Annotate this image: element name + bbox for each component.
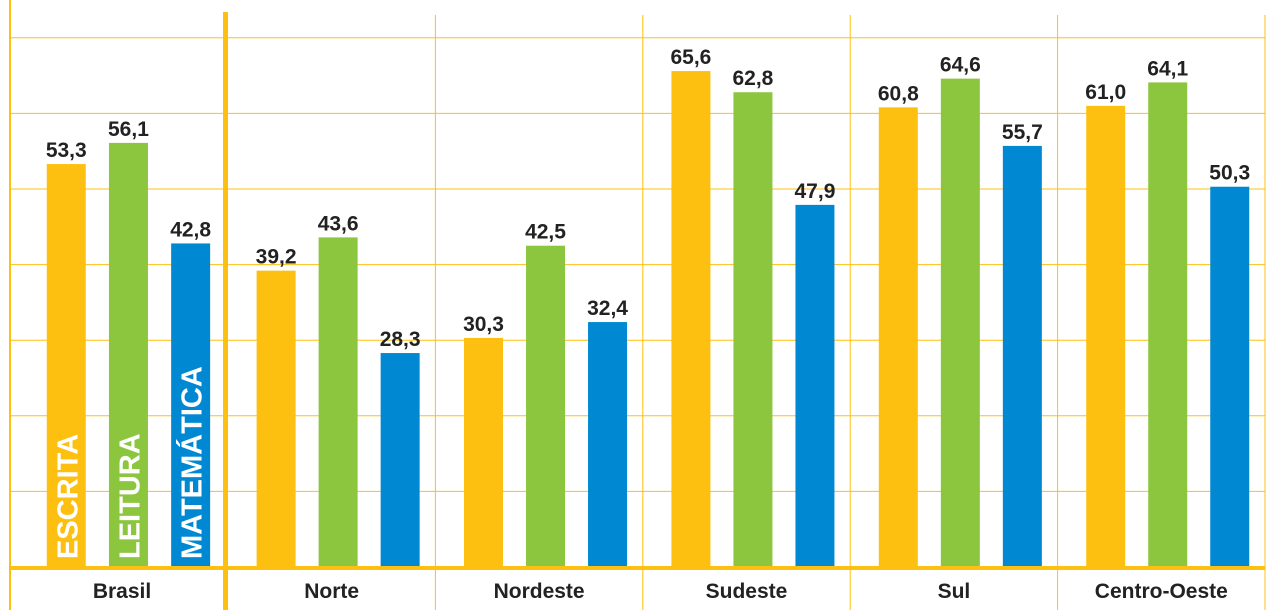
value-label: 42,8 [170, 218, 211, 241]
bar [1002, 145, 1042, 567]
value-label: 39,2 [256, 246, 297, 269]
x-tick-label: Norte [304, 580, 359, 603]
value-label: 56,1 [108, 118, 149, 141]
value-label: 64,1 [1147, 57, 1188, 80]
legend-label: LEITURA [114, 433, 146, 559]
value-label: 53,3 [46, 139, 87, 162]
legend-label: MATEMÁTICA [175, 366, 209, 559]
bar [795, 204, 835, 567]
bar [1086, 105, 1126, 567]
bar [380, 353, 420, 567]
value-label: 30,3 [463, 313, 504, 336]
x-tick-label: Nordeste [494, 580, 585, 603]
value-label: 50,3 [1209, 162, 1250, 185]
value-label: 55,7 [1002, 121, 1043, 144]
bar [526, 245, 566, 567]
baseline [10, 566, 1265, 570]
value-label: 28,3 [380, 328, 421, 351]
bar [1210, 186, 1250, 567]
bar [108, 142, 148, 567]
legend-label: ESCRITA [52, 434, 84, 559]
bar [671, 71, 711, 568]
bar [878, 107, 918, 568]
bar [733, 92, 773, 568]
bar [940, 78, 980, 568]
x-tick-label: Brasil [93, 580, 151, 603]
x-tick-label: Centro-Oeste [1095, 580, 1228, 603]
value-label: 32,4 [587, 297, 628, 320]
value-label: 64,6 [940, 54, 981, 77]
x-tick-label: Sudeste [706, 580, 788, 603]
value-label: 60,8 [878, 82, 919, 105]
bar [171, 243, 211, 567]
value-label: 43,6 [318, 212, 359, 235]
bar [46, 164, 86, 567]
bar [318, 237, 358, 567]
value-label: 65,6 [670, 46, 711, 69]
bar [588, 322, 628, 567]
value-label: 42,5 [525, 221, 566, 244]
brasil-divider [223, 12, 228, 610]
bar [256, 270, 296, 567]
bar [464, 337, 504, 567]
value-label: 61,0 [1085, 81, 1126, 104]
value-label: 62,8 [732, 67, 773, 90]
bar [1148, 82, 1188, 568]
x-tick-label: Sul [938, 580, 971, 603]
value-label: 47,9 [795, 180, 836, 203]
